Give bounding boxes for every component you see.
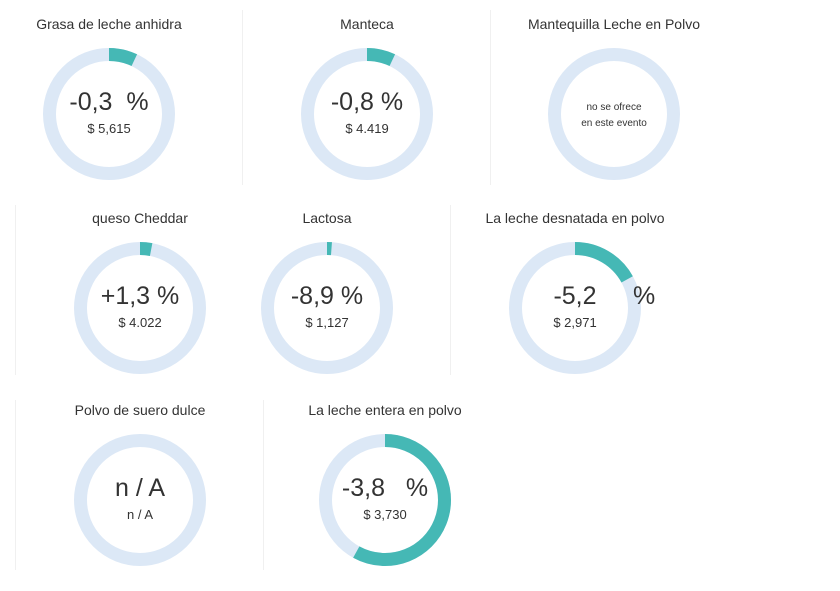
divider bbox=[15, 400, 16, 570]
card-title: Lactosa bbox=[302, 210, 352, 226]
percent-sign: % bbox=[633, 282, 656, 310]
price: $ 3,730 bbox=[363, 507, 407, 522]
divider bbox=[490, 10, 491, 185]
price: $ 1,127 bbox=[305, 315, 349, 330]
ring-progress-arc bbox=[43, 48, 175, 180]
price: $ 2,971 bbox=[553, 315, 597, 330]
change-value: -3,8 % bbox=[341, 474, 429, 502]
donut-ring bbox=[261, 242, 393, 374]
price: $ 5,615 bbox=[87, 121, 131, 136]
change-value: +1,3 % bbox=[100, 282, 180, 310]
donut-ring bbox=[509, 242, 641, 374]
donut-ring bbox=[74, 434, 206, 566]
ring-track bbox=[74, 434, 206, 566]
card-title: Grasa de leche anhidra bbox=[36, 16, 182, 32]
ring-progress-arc bbox=[509, 242, 641, 374]
change-value: n / A bbox=[114, 474, 166, 502]
card-title: Manteca bbox=[340, 16, 394, 32]
change-value: -0,8 % bbox=[330, 88, 404, 116]
card-title: Mantequilla Leche en Polvo bbox=[527, 16, 700, 32]
not-offered-note: no se ofrece en este evento bbox=[581, 102, 647, 129]
donut-ring bbox=[43, 48, 175, 180]
donut-ring bbox=[74, 242, 206, 374]
divider bbox=[15, 205, 16, 375]
change-value: -0,3 % bbox=[69, 88, 149, 116]
donut-ring bbox=[548, 48, 680, 180]
card-title: Polvo de suero dulce bbox=[74, 402, 206, 418]
donut-ring bbox=[319, 434, 451, 566]
card-title: La leche desnatada en polvo bbox=[485, 210, 665, 226]
divider bbox=[450, 205, 451, 375]
ring-progress-arc bbox=[74, 242, 206, 374]
divider bbox=[242, 10, 243, 185]
ring-track bbox=[548, 48, 680, 180]
price: $ 4.022 bbox=[118, 315, 162, 330]
ring-progress-arc bbox=[319, 434, 451, 566]
ring-progress-arc bbox=[301, 48, 433, 180]
donut-ring bbox=[301, 48, 433, 180]
change-value: -8,9 % bbox=[290, 282, 364, 310]
card-title: La leche entera en polvo bbox=[308, 402, 462, 418]
price: n / A bbox=[126, 507, 154, 522]
change-value: -5,2 bbox=[553, 282, 597, 310]
divider bbox=[263, 400, 264, 570]
price: $ 4.419 bbox=[345, 121, 389, 136]
card-title: queso Cheddar bbox=[92, 210, 188, 226]
ring-progress-arc bbox=[261, 242, 393, 374]
